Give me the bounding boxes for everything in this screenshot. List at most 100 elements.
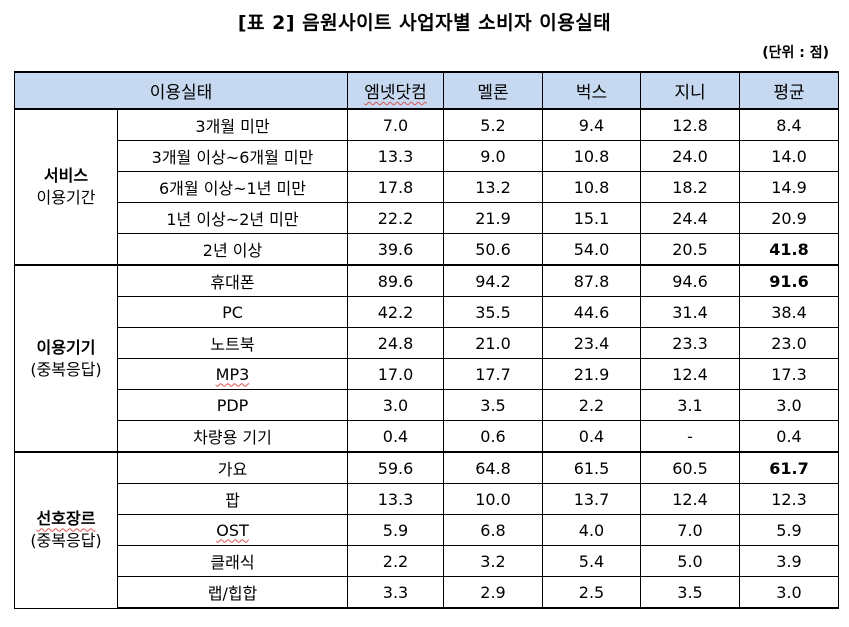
value-cell: 10.0 — [443, 483, 543, 515]
value-cell: 12.4 — [640, 483, 740, 515]
table-title: [표 2] 음원사이트 사업자별 소비자 이용실태 — [237, 12, 612, 34]
table-row: 차량용 기기 0.4 0.6 0.4-0.4 — [15, 420, 839, 453]
table-row: 1년 이상~2년 미만 22.2 21.9 15.1 24.4 20.9 — [15, 202, 839, 234]
value-cell: 0.4 — [347, 420, 444, 453]
row-label-text: OST — [216, 520, 249, 540]
group-genre-label: 선호장르 (중복응답) — [14, 451, 118, 609]
value-cell: 50.6 — [443, 233, 543, 266]
row-label: 1년 이상~2년 미만 — [117, 202, 348, 234]
value-cell: 60.5 — [640, 451, 740, 484]
value-cell: 10.8 — [542, 171, 641, 203]
value-cell: 89.6 — [347, 264, 444, 297]
value-cell: 3.0 — [347, 389, 444, 421]
unit-label: (단위 : 점) — [762, 45, 829, 61]
row-label: PDP — [117, 389, 348, 421]
average-cell: 41.8 — [739, 233, 839, 266]
table-row: 6개월 이상~1년 미만 17.8 13.2 10.8 18.2 14.9 — [15, 171, 839, 203]
row-label-text: 클래식 — [210, 553, 255, 572]
value-cell: 2.9 — [443, 576, 543, 609]
value-cell: 3.5 — [640, 576, 740, 609]
table-row: 랩/힙합 3.3 2.9 2.5 3.5 3.0 — [15, 576, 839, 609]
average-cell: 23.0 — [739, 327, 839, 359]
row-label: 6개월 이상~1년 미만 — [117, 171, 348, 203]
value-cell: 87.8 — [542, 264, 641, 297]
group-device-label: 이용기기 (중복응답) — [14, 264, 118, 453]
value-cell: 23.3 — [640, 327, 740, 359]
value-cell: 9.0 — [443, 140, 543, 172]
value-cell: 21.0 — [443, 327, 543, 359]
group-label-line1: 이용기기 — [36, 337, 96, 357]
value-cell: 21.9 — [443, 202, 543, 234]
row-label-text: PDP — [216, 395, 249, 415]
table-row: MP3 17.0 17.7 21.9 12.4 17.3 — [15, 358, 839, 390]
value-cell: 24.8 — [347, 327, 444, 359]
row-label: MP3 — [117, 358, 348, 390]
row-label-text: 랩/힙합 — [207, 584, 258, 603]
header-melon: 멜론 — [443, 71, 543, 110]
row-label: 가요 — [117, 451, 348, 484]
average-cell: 8.4 — [739, 108, 839, 141]
value-cell: 2.2 — [347, 545, 444, 577]
average-cell: 3.0 — [739, 576, 839, 609]
value-cell: 94.6 — [640, 264, 740, 297]
table-row: 이용기기 (중복응답) 휴대폰 89.6 94.2 87.8 94.6 91.6 — [14, 264, 839, 453]
row-label-text: 휴대폰 — [210, 273, 255, 292]
average-cell: 3.9 — [739, 545, 839, 577]
value-cell: 61.5 — [542, 451, 641, 484]
value-cell: 44.6 — [542, 296, 641, 328]
value-cell: 13.3 — [347, 140, 444, 172]
value-cell: 24.4 — [640, 202, 740, 234]
row-label: 노트북 — [117, 327, 348, 359]
group-label-line1: 선호장르 — [36, 509, 96, 529]
usage-table: 이용실태 엠넷닷컴 멜론 벅스 지니 평균 서비스 이용기간 3개월 미만 7.0 5.… — [14, 71, 839, 609]
group-label-line2: (중복응답) — [30, 359, 102, 379]
row-label-text: 2년 이상 — [202, 241, 263, 260]
value-cell: 42.2 — [347, 296, 444, 328]
row-label: 2년 이상 — [117, 233, 348, 266]
group-label-line2: 이용기간 — [36, 188, 96, 207]
value-cell: 13.7 — [542, 483, 641, 515]
value-cell: 3.3 — [347, 576, 444, 609]
row-label: 팝 — [117, 483, 348, 515]
value-cell: 12.8 — [640, 108, 740, 141]
value-cell: 23.4 — [542, 327, 641, 359]
row-label: OST — [117, 514, 348, 546]
average-cell: 5.9 — [739, 514, 839, 546]
row-label-text: 팝 — [225, 491, 240, 510]
value-cell: 0.6 — [443, 420, 543, 453]
value-cell: 31.4 — [640, 296, 740, 328]
value-cell: 7.0 — [640, 514, 740, 546]
average-cell: 20.9 — [739, 202, 839, 234]
header-bugs: 벅스 — [542, 71, 641, 110]
value-cell: 94.2 — [443, 264, 543, 297]
table-row: 3개월 이상~6개월 미만 13.3 9.0 10.8 24.0 14.0 — [15, 140, 839, 172]
value-cell: 64.8 — [443, 451, 543, 484]
table-row: 클래식 2.2 3.2 5.4 5.0 3.9 — [15, 545, 839, 577]
row-label-text: 3개월 미만 — [195, 117, 270, 136]
row-label-text: 6개월 이상~1년 미만 — [159, 179, 306, 198]
row-label: 랩/힙합 — [117, 576, 348, 609]
row-label: 차량용 기기 — [117, 420, 348, 453]
value-cell: 54.0 — [542, 233, 641, 266]
value-cell: 5.9 — [347, 514, 444, 546]
row-label: 3개월 미만 — [117, 108, 348, 141]
average-cell: 17.3 — [739, 358, 839, 390]
value-cell: 4.0 — [542, 514, 641, 546]
value-cell: 13.2 — [443, 171, 543, 203]
average-cell: 14.0 — [739, 140, 839, 172]
average-cell: 61.7 — [739, 451, 839, 484]
average-cell: 91.6 — [739, 264, 839, 297]
value-cell: 9.4 — [542, 108, 641, 141]
row-label: 3개월 이상~6개월 미만 — [117, 140, 348, 172]
row-label-text: 3개월 이상~6개월 미만 — [151, 148, 314, 167]
row-label-text: PC — [222, 302, 243, 322]
table-row: PDP 3.0 3.5 2.2 3.1 3.0 — [15, 389, 839, 421]
header-average: 평균 — [739, 71, 839, 110]
value-cell: 0.4 — [542, 420, 641, 453]
value-cell: - — [640, 420, 740, 453]
value-cell: 35.5 — [443, 296, 543, 328]
value-cell: 6.8 — [443, 514, 543, 546]
row-label-text: MP3 — [215, 364, 250, 384]
group-service-period-label: 서비스 이용기간 — [14, 108, 118, 266]
value-cell: 5.4 — [542, 545, 641, 577]
